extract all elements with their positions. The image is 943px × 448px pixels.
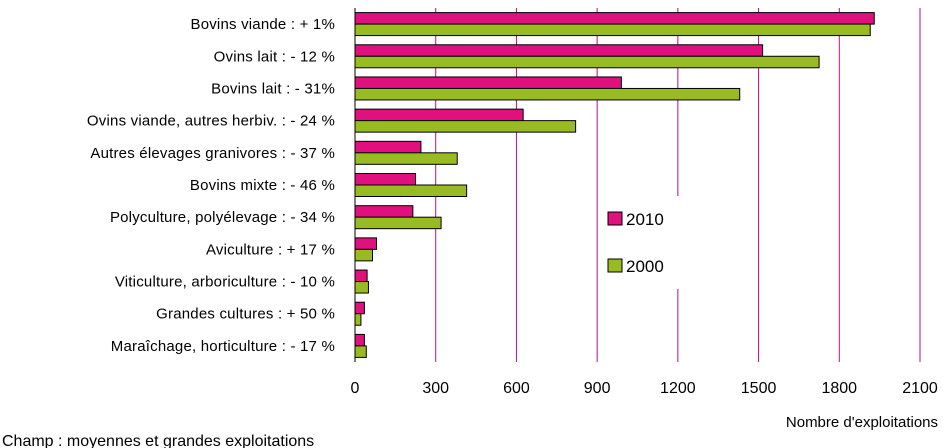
category-label: Maraîchage, horticulture : - 17 % (111, 338, 335, 355)
bar-2000 (354, 120, 577, 133)
bar-2000 (354, 281, 369, 294)
x-tick-label: 1500 (741, 380, 777, 397)
bars (354, 12, 875, 358)
bar-2010 (354, 237, 378, 250)
bar-2000 (354, 216, 442, 230)
legend-label-2000: 2000 (626, 257, 664, 276)
bar-2010 (354, 12, 875, 25)
bar-2010 (354, 333, 365, 347)
footnote: Champ : moyennes et grandes exploitation… (2, 433, 314, 448)
legend-label-2010: 2010 (626, 210, 664, 229)
bar-2000 (354, 345, 367, 358)
category-label: Grandes cultures : + 50 % (156, 306, 335, 323)
x-tick-label: 300 (422, 380, 449, 397)
category-label: Bovins viande : + 1% (190, 16, 335, 33)
category-labels: Bovins viande : + 1% Ovins lait : - 12 % B… (87, 16, 335, 355)
bar-2010 (354, 108, 524, 122)
bar-2010 (354, 76, 622, 89)
category-label: Bovins mixte : - 46 % (190, 177, 335, 194)
category-label: Bovins lait : - 31% (211, 80, 335, 97)
x-tick-label: 1200 (660, 380, 696, 397)
x-tick-label: 600 (503, 380, 530, 397)
bar-2000 (354, 152, 458, 165)
category-label: Ovins viande, autres herbiv. : - 24 % (87, 113, 335, 130)
x-tick-label: 0 (351, 380, 360, 397)
bar-2010 (354, 140, 422, 154)
bar-2000 (354, 313, 362, 326)
bar-2010 (354, 44, 764, 57)
x-tick-label: 1800 (821, 380, 857, 397)
category-label: Ovins lait : - 12 % (214, 48, 335, 65)
x-axis-label: Nombre d'exploitations (786, 414, 938, 431)
legend-swatch-2010 (607, 211, 623, 226)
x-tick-label: 900 (584, 380, 611, 397)
bar-2010 (354, 269, 368, 283)
legend: 2010 2000 (607, 210, 664, 276)
legend-swatch-2000 (607, 258, 623, 273)
bar-2010 (354, 301, 365, 315)
bar-2010 (354, 173, 417, 186)
category-label: Polyculture, polyélevage : - 34 % (110, 209, 335, 226)
category-label: Aviculture : + 17 % (206, 241, 335, 258)
category-label: Autres élevages granivores : - 37 % (90, 145, 335, 162)
bar-2000 (354, 184, 468, 197)
x-tick-label: 2100 (902, 380, 938, 397)
x-tick-labels: 0 300 600 900 1200 1500 1800 2100 (351, 380, 938, 397)
bar-2000 (354, 248, 373, 262)
bar-2000 (354, 55, 820, 69)
category-label: Viticulture, arboriculture : - 10 % (115, 274, 335, 291)
bar-2000 (354, 87, 741, 101)
bar-2000 (354, 23, 871, 37)
bar-2010 (354, 205, 414, 218)
